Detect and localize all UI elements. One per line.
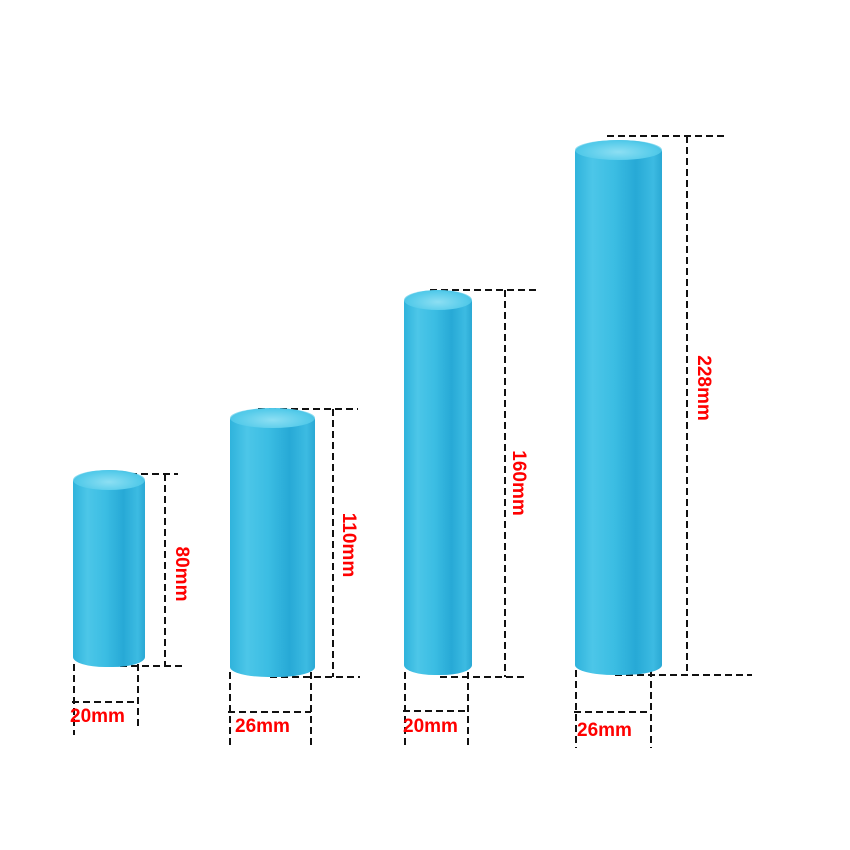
length-label-2: 110mm (338, 512, 359, 578)
tube-228mm (575, 140, 662, 675)
diameter-label-3: 20mm (403, 716, 458, 737)
tube-80mm (73, 470, 145, 667)
length-label-1: 80mm (171, 546, 192, 602)
length-label-3: 160mm (508, 450, 529, 516)
length-label-4: 228mm (693, 355, 714, 421)
tube-160mm (404, 290, 472, 675)
diameter-label-4: 26mm (577, 720, 632, 741)
diameter-label-2: 26mm (235, 716, 290, 737)
diameter-label-1: 20mm (70, 706, 125, 727)
tube-110mm (230, 408, 315, 677)
